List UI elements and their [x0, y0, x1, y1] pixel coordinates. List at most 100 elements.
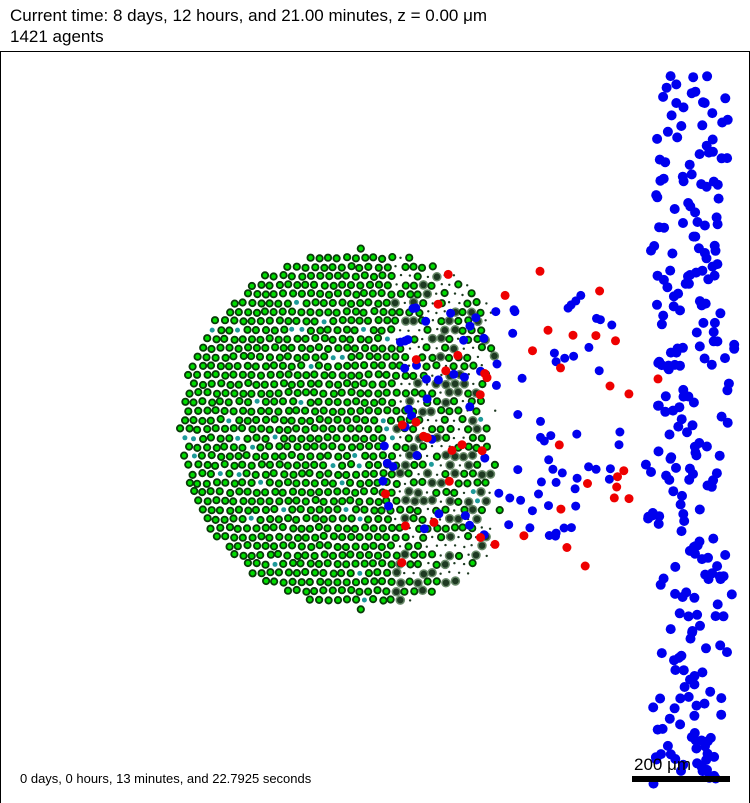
debris-particle: [462, 436, 465, 439]
tumor-cell: [364, 389, 373, 398]
tumor-cell: [413, 541, 423, 550]
tumor-cell: [256, 335, 265, 344]
dying-cell: [444, 315, 455, 326]
tumor-cell: [269, 361, 278, 370]
tumor-cell: [334, 452, 343, 461]
tumor-cell: [405, 253, 414, 262]
dying-cell: [441, 397, 451, 408]
tumor-cell: [364, 298, 373, 307]
immune-cell: [653, 446, 664, 457]
tumor-cell: [468, 558, 477, 568]
dying-cell: [485, 469, 496, 479]
tumor-cell: [300, 406, 310, 415]
tumor-cell: [323, 433, 332, 442]
immune-cell: [678, 102, 689, 113]
immune-cell: [716, 693, 727, 704]
tumor-cell: [441, 469, 450, 479]
dying-cell: [419, 496, 429, 506]
tumor-cell: [418, 515, 427, 524]
tumor-cell: [291, 515, 301, 524]
tumor-cell: [328, 370, 337, 380]
debris-particle: [217, 471, 223, 477]
debris-particle: [427, 310, 430, 313]
tumor-cell: [284, 406, 294, 415]
tumor-cell: [279, 416, 288, 425]
tumor-cell: [374, 514, 383, 524]
debris-particle: [480, 526, 483, 529]
dying-cell: [436, 478, 447, 488]
tumor-cell: [355, 263, 364, 273]
tumor-cell: [265, 497, 274, 506]
tumor-cell: [374, 299, 383, 308]
immune-cell: [656, 319, 667, 330]
debris-particle: [439, 500, 443, 503]
debris-particle: [431, 535, 434, 539]
tumor-cell: [234, 380, 243, 389]
activated-immune-cell: [580, 561, 590, 571]
tumor-cell: [388, 308, 397, 317]
tumor-cell: [274, 389, 283, 398]
dying-cell: [467, 450, 478, 460]
immune-cell: [660, 157, 671, 168]
tumor-cell: [444, 353, 454, 363]
tumor-cell: [275, 370, 285, 379]
dying-cell: [417, 585, 428, 596]
immune-cell: [689, 710, 700, 721]
tumor-cell: [230, 533, 239, 542]
tumor-cell: [328, 551, 338, 560]
immune-cell: [685, 674, 695, 685]
tumor-cell: [239, 389, 248, 398]
tumor-cell: [261, 560, 270, 569]
debris-particle: [394, 265, 397, 268]
tumor-cell: [306, 398, 315, 407]
debris-particle: [436, 327, 439, 331]
tumor-cell: [333, 542, 342, 552]
dying-cell: [453, 387, 463, 397]
tumor-cell: [338, 514, 347, 523]
activated-immune-cell: [475, 390, 485, 400]
tumor-cell: [292, 496, 301, 505]
tumor-cell: [387, 398, 397, 407]
immune-cell: [652, 192, 663, 203]
tumor-cell: [342, 307, 351, 316]
tumor-cell: [230, 335, 239, 344]
tumor-cell: [329, 532, 338, 541]
tumor-cell: [356, 406, 365, 415]
immune-cell: [572, 429, 582, 439]
immune-cell: [720, 353, 730, 364]
tumor-cell: [329, 389, 338, 398]
dying-cell: [444, 513, 455, 524]
tumor-cell: [275, 532, 284, 541]
tumor-cell: [306, 289, 316, 298]
tumor-cell: [306, 434, 315, 443]
tumor-cell: [194, 460, 203, 469]
tumor-cell: [283, 461, 292, 470]
tumor-cell: [211, 461, 220, 470]
tumor-cell: [310, 479, 319, 488]
tumor-cell: [338, 371, 347, 380]
debris-particle: [408, 347, 412, 350]
immune-cell: [652, 724, 663, 735]
tumor-cell: [423, 325, 432, 334]
immune-cell: [605, 464, 615, 474]
debris-particle: [439, 464, 442, 467]
tumor-cell: [409, 281, 418, 290]
tumor-cell: [244, 506, 253, 515]
tumor-cell: [382, 587, 391, 596]
tumor-cell: [319, 586, 328, 595]
tumor-cell: [188, 362, 197, 371]
tumor-cell: [253, 541, 262, 550]
tumor-cell: [239, 317, 248, 326]
tumor-cell: [273, 549, 283, 559]
tumor-cell: [332, 433, 341, 443]
tumor-cell: [423, 577, 432, 586]
immune-cell: [658, 310, 669, 321]
dying-cell: [472, 424, 482, 434]
tumor-cell: [323, 362, 332, 371]
dying-cell: [417, 407, 428, 417]
debris-particle: [478, 416, 484, 422]
tumor-cell: [225, 343, 234, 352]
tumor-cell: [275, 497, 284, 506]
tumor-cell: [310, 442, 319, 451]
dying-cell: [445, 460, 455, 470]
